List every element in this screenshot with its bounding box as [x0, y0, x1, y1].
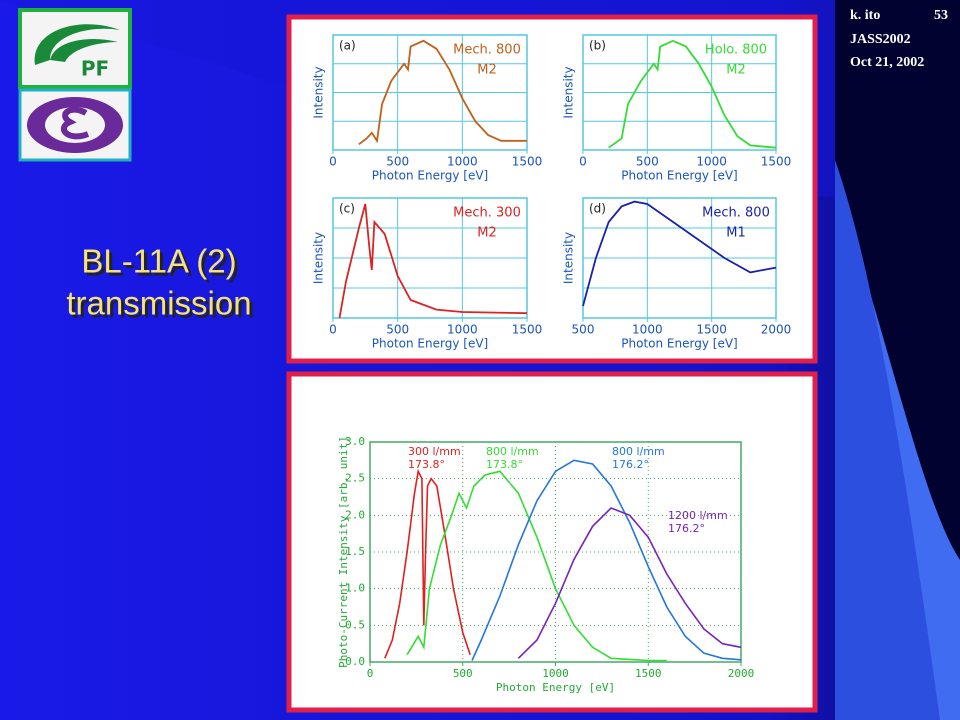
- logo-swoosh: [50, 39, 118, 62]
- legend-mirror: M2: [477, 63, 497, 78]
- legend-angle: 176.2°: [612, 458, 649, 471]
- panel-label: (d): [589, 202, 606, 216]
- x-tick-label: 2000: [761, 323, 792, 337]
- page-number: 53: [934, 8, 948, 23]
- series-line: [582, 200, 777, 307]
- legend-angle: 173.8°: [408, 458, 445, 471]
- series-line: [471, 459, 742, 661]
- x-tick-label: 500: [453, 667, 473, 680]
- legend-name: 800 l/mm: [486, 445, 539, 458]
- title: BL-11A (2): [81, 243, 236, 280]
- x-axis-label: Photon Energy [eV]: [372, 169, 488, 183]
- date: Oct 21, 2002: [850, 55, 924, 70]
- y-tick-label: 2.5: [345, 472, 365, 485]
- x-tick-label: 500: [636, 155, 659, 169]
- y-tick-label: 3.0: [345, 435, 365, 448]
- x-tick-label: 1000: [447, 323, 478, 337]
- y-tick-label: 1.0: [345, 582, 365, 595]
- logo-ellipse-inner: [45, 107, 105, 143]
- author: k. ito: [850, 8, 880, 23]
- x-axis-label: Photon Energy [eV]: [621, 337, 737, 351]
- series-line: [384, 468, 471, 659]
- x-tick-label: 500: [386, 155, 409, 169]
- logo-text: PF: [81, 57, 109, 81]
- legend-name: 800 l/mm: [612, 445, 665, 458]
- panel-label: (b): [589, 39, 606, 53]
- x-tick-label: 1500: [696, 323, 727, 337]
- plot-frame: [332, 197, 528, 319]
- legend-name: Mech. 800: [702, 206, 770, 221]
- x-axis-label: Photon Energy [eV]: [621, 169, 737, 183]
- right-sweep-inner: [835, 160, 940, 720]
- y-tick-label: 0.0: [345, 655, 365, 668]
- x-tick-label: 1000: [447, 155, 478, 169]
- title-shadow: transmission: [69, 288, 254, 325]
- panel-top: [286, 14, 818, 364]
- x-tick-label: 500: [572, 323, 595, 337]
- legend-mirror: M1: [726, 226, 746, 241]
- y-axis-label: Intensity: [562, 66, 576, 118]
- y-tick-label: 0.5: [345, 618, 365, 631]
- y-tick-label: 1.5: [345, 545, 365, 558]
- y-axis-label: Photo-Current Intensity [arb. unit]: [337, 436, 350, 668]
- title: transmission: [66, 285, 251, 322]
- series-line: [338, 203, 528, 319]
- legend-mirror: M2: [477, 226, 497, 241]
- plot-frame: [369, 441, 742, 663]
- legend-angle: 173.8°: [486, 458, 523, 471]
- legend-name: Mech. 800: [453, 43, 521, 58]
- panel-label: (c): [339, 202, 355, 216]
- series-line: [358, 39, 527, 146]
- x-tick-label: 1000: [542, 667, 569, 680]
- legend-angle: 176.2°: [668, 522, 705, 535]
- series-line: [608, 39, 777, 149]
- x-tick-label: 1500: [512, 155, 543, 169]
- logo-pf: PF: [18, 8, 132, 89]
- logo-e-mark: [61, 106, 90, 140]
- plot-frame: [332, 34, 528, 151]
- x-tick-label: 1500: [512, 323, 543, 337]
- y-axis-label: Intensity: [562, 232, 576, 284]
- x-tick-label: 2000: [728, 667, 755, 680]
- x-tick-label: 1500: [635, 667, 662, 680]
- x-tick-label: 0: [579, 155, 587, 169]
- legend-name: Holo. 800: [705, 43, 767, 58]
- plot-frame: [582, 34, 777, 151]
- x-tick-label: 1000: [696, 155, 727, 169]
- legend-name: 300 l/mm: [408, 445, 461, 458]
- event: JASS2002: [850, 32, 911, 47]
- title-shadow: BL-11A (2): [84, 246, 239, 283]
- logo-swoosh: [34, 24, 120, 65]
- plot-frame: [582, 197, 777, 319]
- x-axis-label: Photon Energy [eV]: [496, 681, 615, 694]
- y-axis-label: Intensity: [312, 232, 326, 284]
- x-tick-label: 0: [367, 667, 374, 680]
- legend-mirror: M2: [726, 63, 746, 78]
- panel-bottom: [286, 371, 818, 713]
- series-line: [406, 470, 667, 662]
- y-tick-label: 2.0: [345, 508, 365, 521]
- x-axis-label: Photon Energy [eV]: [372, 337, 488, 351]
- x-tick-label: 1000: [632, 323, 663, 337]
- x-tick-label: 0: [329, 155, 337, 169]
- panel-label: (a): [339, 39, 356, 53]
- logo-e: [18, 88, 132, 162]
- y-axis-label: Intensity: [312, 66, 326, 118]
- x-tick-label: 500: [386, 323, 409, 337]
- x-tick-label: 0: [329, 323, 337, 337]
- legend-name: Mech. 300: [453, 206, 521, 221]
- x-tick-label: 1500: [761, 155, 792, 169]
- legend-name: 1200 l/mm: [668, 509, 728, 522]
- series-line: [517, 507, 742, 659]
